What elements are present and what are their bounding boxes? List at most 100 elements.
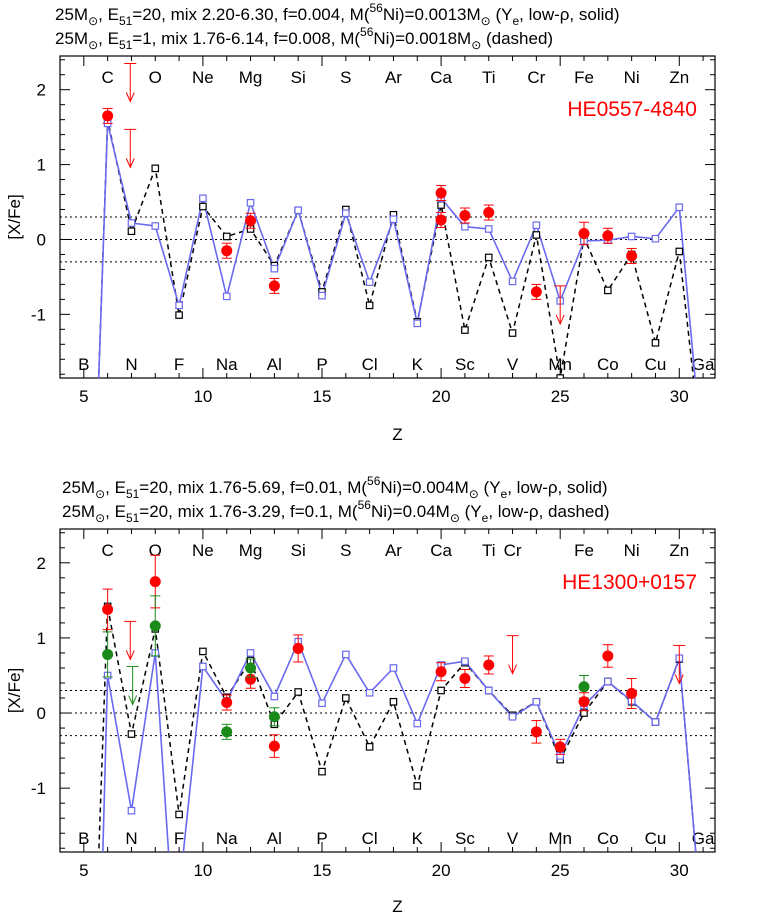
plot-frame — [59, 55, 716, 379]
model-marker-solid — [270, 264, 279, 273]
model-marker-solid — [151, 222, 160, 230]
observed-point — [435, 666, 447, 678]
model-marker-dashed — [604, 286, 612, 295]
observed-point — [102, 603, 114, 615]
element-label-ar: Ar — [385, 541, 402, 560]
element-label-c: C — [101, 541, 113, 560]
model-marker-solid — [127, 806, 136, 815]
upper-limit-arrowhead — [555, 314, 565, 326]
model-marker-solid — [508, 712, 517, 721]
upper-limit-arrowhead — [125, 92, 135, 103]
model-marker-solid — [461, 222, 469, 231]
y-tick-label: 0 — [37, 704, 46, 723]
y-axis-label: [X/Fe] — [5, 668, 24, 713]
model-marker-dashed — [294, 688, 302, 696]
model-marker-dashed — [199, 202, 207, 211]
model-marker-dashed — [508, 329, 517, 337]
x-tick-label: 20 — [432, 861, 451, 880]
element-label-n: N — [125, 355, 137, 374]
observed-point — [268, 711, 280, 723]
upper-limit-arrowhead — [125, 158, 135, 169]
model-marker-dashed — [389, 697, 398, 706]
model-marker-solid — [484, 686, 493, 695]
x-tick-label: 10 — [193, 387, 212, 406]
observed-point — [578, 227, 590, 239]
element-label-al: Al — [267, 355, 282, 374]
element-label-n: N — [125, 829, 137, 848]
model-marker-solid — [342, 209, 350, 218]
model-marker-solid — [651, 718, 660, 726]
x-tick-label: 30 — [670, 387, 689, 406]
element-label-mn: Mn — [548, 355, 572, 374]
model-marker-dashed — [127, 730, 136, 738]
element-label-na: Na — [216, 829, 238, 848]
model-marker-dashed — [175, 311, 183, 319]
model-marker-solid — [461, 657, 469, 666]
element-label-mg: Mg — [239, 68, 263, 87]
x-axis-label: Z — [392, 897, 402, 916]
model-marker-dashed — [413, 782, 422, 790]
observed-point — [149, 576, 161, 588]
element-label-zn: Zn — [669, 541, 689, 560]
element-label-ne: Ne — [192, 68, 214, 87]
model-marker-solid — [627, 232, 636, 241]
model-marker-solid — [127, 219, 136, 227]
observed-point — [435, 187, 447, 199]
element-label-f: F — [174, 355, 184, 374]
model-line-dashed — [97, 119, 695, 378]
x-tick-label: 15 — [313, 387, 332, 406]
model-marker-solid — [246, 198, 255, 207]
element-label-ga: Ga — [692, 355, 715, 374]
observed-point — [221, 245, 233, 257]
observed-point — [459, 210, 471, 222]
observed-point — [245, 215, 257, 227]
observed-point — [626, 688, 638, 700]
model-marker-solid — [532, 221, 541, 230]
upper-limit-arrowhead — [508, 664, 518, 675]
x-tick-label: 30 — [670, 861, 689, 880]
element-label-ti: Ti — [482, 68, 496, 87]
element-label-b: B — [78, 355, 89, 374]
model-marker-solid — [222, 292, 231, 301]
element-label-s: S — [340, 68, 351, 87]
x-tick-label: 5 — [79, 861, 88, 880]
model-marker-solid — [294, 206, 302, 215]
model-marker-solid — [342, 650, 350, 659]
observed-point — [530, 726, 542, 738]
element-label-cu: Cu — [645, 829, 667, 848]
model-marker-solid — [365, 278, 374, 286]
model-marker-dashed — [222, 232, 231, 241]
upper-limit-arrowhead — [674, 674, 684, 685]
model-marker-dashed — [484, 253, 493, 262]
observed-point — [459, 672, 471, 684]
observed-point — [149, 620, 161, 632]
model-marker-dashed — [342, 694, 350, 702]
title-line-1: 25M⊙, E51=20, mix 1.76-5.69, f=0.01, M(5… — [62, 474, 608, 501]
title-line-1: 25M⊙, E51=20, mix 2.20-6.30, f=0.004, M(… — [55, 1, 620, 28]
element-label-s: S — [340, 541, 351, 560]
element-label-co: Co — [597, 829, 619, 848]
element-label-p: P — [316, 829, 327, 848]
observed-point — [483, 659, 495, 671]
element-label-co: Co — [597, 355, 619, 374]
plot-frame — [59, 528, 716, 853]
element-label-cr: Cr — [504, 541, 522, 560]
x-tick-label: 5 — [79, 387, 88, 406]
element-label-mn: Mn — [548, 829, 572, 848]
element-label-ca: Ca — [430, 68, 452, 87]
model-marker-dashed — [199, 647, 207, 656]
element-label-ti: Ti — [482, 541, 496, 560]
observed-point — [102, 110, 114, 122]
element-label-f: F — [174, 829, 184, 848]
element-label-cu: Cu — [645, 355, 667, 374]
panel-1: 25M⊙, E51=20, mix 2.20-6.30, f=0.004, M(… — [5, 1, 716, 444]
x-tick-label: 10 — [193, 861, 212, 880]
element-label-ca: Ca — [430, 541, 452, 560]
model-marker-solid — [484, 225, 493, 233]
model-marker-solid — [413, 719, 422, 728]
model-marker-dashed — [675, 247, 684, 256]
element-label-fe: Fe — [574, 541, 594, 560]
star-name: HE1300+0157 — [562, 571, 697, 594]
element-label-v: V — [507, 355, 519, 374]
element-label-sc: Sc — [455, 829, 475, 848]
